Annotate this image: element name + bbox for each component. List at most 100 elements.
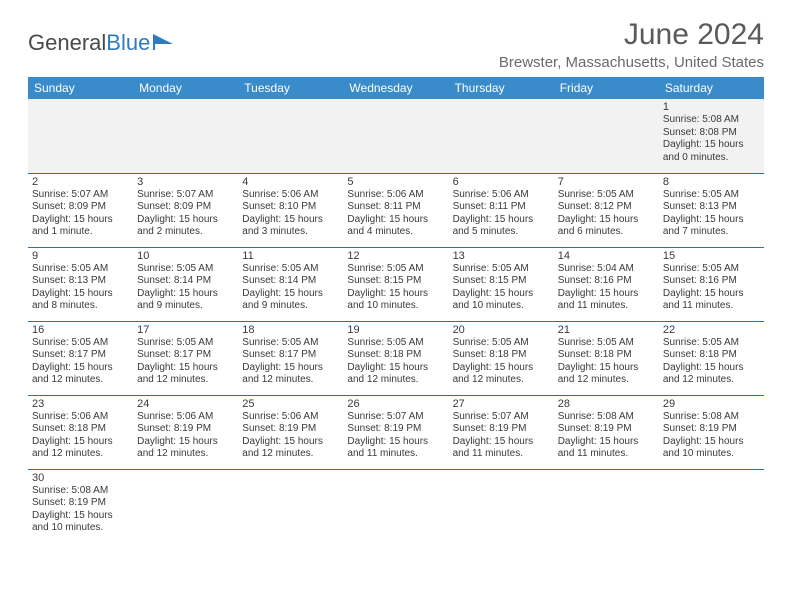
daylight-text: and 12 minutes. bbox=[32, 448, 129, 461]
sunrise-text: Sunrise: 5:06 AM bbox=[32, 411, 129, 424]
sunset-text: Sunset: 8:19 PM bbox=[347, 423, 444, 436]
daylight-text: Daylight: 15 hours bbox=[347, 214, 444, 227]
sunset-text: Sunset: 8:14 PM bbox=[242, 275, 339, 288]
daylight-text: and 6 minutes. bbox=[558, 226, 655, 239]
calendar-day-cell: 9Sunrise: 5:05 AMSunset: 8:13 PMDaylight… bbox=[28, 247, 133, 321]
daylight-text: and 0 minutes. bbox=[663, 152, 760, 165]
sunset-text: Sunset: 8:13 PM bbox=[663, 201, 760, 214]
daylight-text: Daylight: 15 hours bbox=[242, 436, 339, 449]
sunrise-text: Sunrise: 5:05 AM bbox=[663, 189, 760, 202]
day-number: 19 bbox=[347, 324, 444, 336]
daylight-text: Daylight: 15 hours bbox=[663, 214, 760, 227]
daylight-text: and 12 minutes. bbox=[558, 374, 655, 387]
calendar-empty-cell bbox=[554, 469, 659, 543]
daylight-text: and 10 minutes. bbox=[663, 448, 760, 461]
calendar-day-cell: 25Sunrise: 5:06 AMSunset: 8:19 PMDayligh… bbox=[238, 395, 343, 469]
day-number: 22 bbox=[663, 324, 760, 336]
sunrise-text: Sunrise: 5:05 AM bbox=[347, 263, 444, 276]
sunrise-text: Sunrise: 5:05 AM bbox=[137, 337, 234, 350]
calendar-day-cell: 26Sunrise: 5:07 AMSunset: 8:19 PMDayligh… bbox=[343, 395, 448, 469]
daylight-text: Daylight: 15 hours bbox=[663, 288, 760, 301]
sunrise-text: Sunrise: 5:06 AM bbox=[137, 411, 234, 424]
calendar-empty-cell bbox=[554, 99, 659, 173]
sunset-text: Sunset: 8:10 PM bbox=[242, 201, 339, 214]
sunset-text: Sunset: 8:11 PM bbox=[453, 201, 550, 214]
daylight-text: Daylight: 15 hours bbox=[347, 436, 444, 449]
daylight-text: and 4 minutes. bbox=[347, 226, 444, 239]
calendar-day-cell: 18Sunrise: 5:05 AMSunset: 8:17 PMDayligh… bbox=[238, 321, 343, 395]
daylight-text: Daylight: 15 hours bbox=[32, 362, 129, 375]
sunset-text: Sunset: 8:19 PM bbox=[137, 423, 234, 436]
sunset-text: Sunset: 8:19 PM bbox=[32, 497, 129, 510]
daylight-text: Daylight: 15 hours bbox=[137, 288, 234, 301]
sunset-text: Sunset: 8:15 PM bbox=[453, 275, 550, 288]
calendar-empty-cell bbox=[449, 469, 554, 543]
day-number: 9 bbox=[32, 250, 129, 262]
calendar-day-cell: 13Sunrise: 5:05 AMSunset: 8:15 PMDayligh… bbox=[449, 247, 554, 321]
calendar-empty-cell bbox=[449, 99, 554, 173]
daylight-text: Daylight: 15 hours bbox=[453, 288, 550, 301]
daylight-text: and 8 minutes. bbox=[32, 300, 129, 313]
sunset-text: Sunset: 8:09 PM bbox=[137, 201, 234, 214]
daylight-text: Daylight: 15 hours bbox=[663, 139, 760, 152]
sunset-text: Sunset: 8:18 PM bbox=[663, 349, 760, 362]
daylight-text: Daylight: 15 hours bbox=[558, 436, 655, 449]
day-header: Monday bbox=[133, 77, 238, 99]
calendar-week-row: 16Sunrise: 5:05 AMSunset: 8:17 PMDayligh… bbox=[28, 321, 764, 395]
calendar-page: GeneralBlue June 2024 Brewster, Massachu… bbox=[0, 0, 792, 561]
sunset-text: Sunset: 8:17 PM bbox=[137, 349, 234, 362]
daylight-text: Daylight: 15 hours bbox=[558, 362, 655, 375]
calendar-day-cell: 16Sunrise: 5:05 AMSunset: 8:17 PMDayligh… bbox=[28, 321, 133, 395]
sunrise-text: Sunrise: 5:08 AM bbox=[32, 485, 129, 498]
calendar-week-row: 2Sunrise: 5:07 AMSunset: 8:09 PMDaylight… bbox=[28, 173, 764, 247]
daylight-text: Daylight: 15 hours bbox=[558, 288, 655, 301]
calendar-day-cell: 5Sunrise: 5:06 AMSunset: 8:11 PMDaylight… bbox=[343, 173, 448, 247]
day-header-row: SundayMondayTuesdayWednesdayThursdayFrid… bbox=[28, 77, 764, 99]
day-number: 18 bbox=[242, 324, 339, 336]
daylight-text: Daylight: 15 hours bbox=[242, 362, 339, 375]
day-number: 20 bbox=[453, 324, 550, 336]
calendar-empty-cell bbox=[343, 469, 448, 543]
day-number: 14 bbox=[558, 250, 655, 262]
daylight-text: Daylight: 15 hours bbox=[453, 214, 550, 227]
daylight-text: Daylight: 15 hours bbox=[347, 362, 444, 375]
sunset-text: Sunset: 8:16 PM bbox=[558, 275, 655, 288]
calendar-week-row: 23Sunrise: 5:06 AMSunset: 8:18 PMDayligh… bbox=[28, 395, 764, 469]
day-number: 10 bbox=[137, 250, 234, 262]
calendar-day-cell: 27Sunrise: 5:07 AMSunset: 8:19 PMDayligh… bbox=[449, 395, 554, 469]
daylight-text: and 11 minutes. bbox=[558, 448, 655, 461]
daylight-text: and 1 minute. bbox=[32, 226, 129, 239]
month-title: June 2024 bbox=[499, 18, 764, 52]
calendar-day-cell: 19Sunrise: 5:05 AMSunset: 8:18 PMDayligh… bbox=[343, 321, 448, 395]
calendar-empty-cell bbox=[28, 99, 133, 173]
calendar-day-cell: 10Sunrise: 5:05 AMSunset: 8:14 PMDayligh… bbox=[133, 247, 238, 321]
sunset-text: Sunset: 8:15 PM bbox=[347, 275, 444, 288]
day-number: 5 bbox=[347, 176, 444, 188]
sunrise-text: Sunrise: 5:05 AM bbox=[663, 263, 760, 276]
sunrise-text: Sunrise: 5:05 AM bbox=[663, 337, 760, 350]
day-number: 27 bbox=[453, 398, 550, 410]
day-number: 11 bbox=[242, 250, 339, 262]
sunrise-text: Sunrise: 5:04 AM bbox=[558, 263, 655, 276]
daylight-text: Daylight: 15 hours bbox=[137, 214, 234, 227]
sunset-text: Sunset: 8:17 PM bbox=[32, 349, 129, 362]
day-number: 26 bbox=[347, 398, 444, 410]
day-number: 23 bbox=[32, 398, 129, 410]
daylight-text: and 12 minutes. bbox=[242, 448, 339, 461]
sunset-text: Sunset: 8:18 PM bbox=[453, 349, 550, 362]
daylight-text: and 11 minutes. bbox=[663, 300, 760, 313]
day-number: 28 bbox=[558, 398, 655, 410]
daylight-text: Daylight: 15 hours bbox=[32, 214, 129, 227]
sunrise-text: Sunrise: 5:05 AM bbox=[558, 337, 655, 350]
daylight-text: and 12 minutes. bbox=[32, 374, 129, 387]
calendar-day-cell: 14Sunrise: 5:04 AMSunset: 8:16 PMDayligh… bbox=[554, 247, 659, 321]
day-number: 24 bbox=[137, 398, 234, 410]
daylight-text: and 7 minutes. bbox=[663, 226, 760, 239]
daylight-text: and 10 minutes. bbox=[32, 522, 129, 535]
sunrise-text: Sunrise: 5:05 AM bbox=[32, 263, 129, 276]
calendar-empty-cell bbox=[238, 99, 343, 173]
calendar-day-cell: 15Sunrise: 5:05 AMSunset: 8:16 PMDayligh… bbox=[659, 247, 764, 321]
sunrise-text: Sunrise: 5:06 AM bbox=[242, 411, 339, 424]
sunset-text: Sunset: 8:11 PM bbox=[347, 201, 444, 214]
sunrise-text: Sunrise: 5:05 AM bbox=[558, 189, 655, 202]
